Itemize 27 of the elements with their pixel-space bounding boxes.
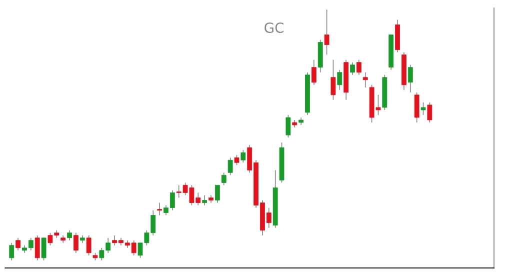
candlestick — [228, 157, 233, 176]
text: GC — [264, 22, 284, 33]
candlestick — [86, 234, 92, 256]
candlestick — [286, 114, 291, 138]
candlestick — [221, 172, 226, 186]
candlestick — [234, 154, 240, 166]
candlestick — [356, 59, 362, 76]
candlestick — [311, 59, 316, 86]
candlestick — [202, 194, 208, 206]
candlestick — [9, 242, 14, 261]
candlestick — [16, 237, 21, 251]
candlestick — [157, 202, 162, 216]
candlestick — [240, 150, 246, 164]
candlestick — [362, 72, 368, 88]
candlestick — [214, 184, 220, 204]
candlestick — [408, 64, 413, 93]
candlestick — [41, 237, 46, 261]
candlestick — [73, 232, 78, 254]
candlestick — [324, 9, 330, 56]
candlestick — [420, 102, 426, 116]
candlestick — [34, 234, 40, 261]
candlestick — [427, 102, 432, 123]
candlestick — [337, 69, 342, 90]
candlestick — [350, 62, 355, 76]
candlestick — [414, 92, 420, 123]
candlestick — [67, 230, 72, 241]
candlestick — [330, 59, 336, 100]
